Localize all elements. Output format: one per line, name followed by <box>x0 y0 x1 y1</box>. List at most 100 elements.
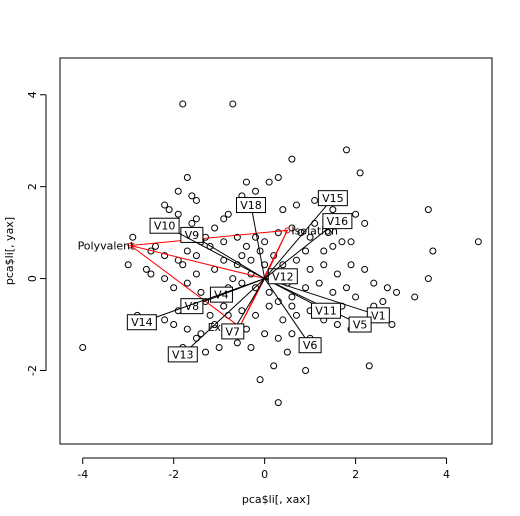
loading-label: V18 <box>240 199 262 212</box>
y-axis-label: pca$li[, yax] <box>3 217 16 285</box>
loading-label-box <box>366 307 390 324</box>
data-point <box>170 321 178 329</box>
data-point <box>329 242 337 250</box>
data-point <box>474 238 482 246</box>
data-point <box>220 238 228 246</box>
loading-arrow <box>264 220 338 279</box>
x-axis-label: pca$li[, xax] <box>242 493 310 506</box>
data-point <box>324 229 332 237</box>
loading-label-box <box>298 337 322 354</box>
loading-label: V13 <box>172 348 194 361</box>
data-point <box>188 219 196 227</box>
data-point <box>342 146 350 154</box>
data-point <box>183 247 191 255</box>
loading-label-box <box>149 217 180 234</box>
data-point <box>192 215 200 223</box>
data-point <box>161 275 169 283</box>
data-point <box>161 316 169 324</box>
data-point <box>320 247 328 255</box>
data-point <box>124 261 132 269</box>
data-point <box>315 279 323 287</box>
loading-label: V16 <box>327 215 349 228</box>
data-point <box>206 311 214 319</box>
data-point <box>283 348 291 356</box>
data-point <box>179 100 187 108</box>
data-point <box>170 284 178 292</box>
group-label: Polyvalent <box>78 239 136 252</box>
data-point <box>174 187 182 195</box>
data-point <box>292 311 300 319</box>
loading-arrow <box>264 278 361 325</box>
scatter-points <box>79 100 482 407</box>
y-tick-label: -2 <box>26 365 39 376</box>
group-point <box>127 242 134 249</box>
data-point <box>383 284 391 292</box>
data-point <box>279 316 287 324</box>
data-point <box>352 293 360 301</box>
data-point <box>393 288 401 296</box>
loading-label: V10 <box>154 220 176 233</box>
data-point <box>161 252 169 260</box>
data-point <box>174 210 182 218</box>
data-point <box>379 298 387 306</box>
data-point <box>242 325 250 333</box>
data-point <box>197 330 205 338</box>
axes: -4 -2 0 2 4 -2 0 2 4 <box>26 91 450 481</box>
data-point <box>411 293 419 301</box>
data-point <box>247 256 255 264</box>
data-point <box>224 311 232 319</box>
data-point <box>306 233 314 241</box>
data-point <box>129 233 137 241</box>
data-point <box>352 210 360 218</box>
data-point <box>329 288 337 296</box>
x-tick-label: -2 <box>168 468 179 481</box>
data-point <box>292 256 300 264</box>
data-point <box>320 261 328 269</box>
x-tick-label: -4 <box>77 468 88 481</box>
data-point <box>274 173 282 181</box>
loading-label-box <box>221 323 245 340</box>
loading-arrow <box>232 278 266 332</box>
data-point <box>256 376 264 384</box>
loading-label: V11 <box>315 305 337 318</box>
data-point <box>79 344 87 351</box>
data-point <box>274 229 282 237</box>
data-point <box>361 265 369 273</box>
data-point <box>365 362 373 370</box>
data-point <box>192 252 200 260</box>
data-point <box>347 238 355 246</box>
group-point <box>284 227 291 234</box>
data-point <box>329 206 337 214</box>
data-point <box>161 201 169 209</box>
data-point <box>274 399 282 407</box>
data-point <box>306 265 314 273</box>
x-tick-label: 2 <box>352 468 359 481</box>
loading-arrow <box>141 278 265 323</box>
data-point <box>338 238 346 246</box>
data-point <box>179 261 187 269</box>
data-point <box>252 187 260 195</box>
group-ray <box>130 245 265 280</box>
data-point <box>211 265 219 273</box>
data-point <box>274 334 282 342</box>
data-point <box>147 270 155 278</box>
data-point <box>247 344 255 351</box>
loading-label: V15 <box>322 192 344 205</box>
data-point <box>270 362 278 370</box>
data-point <box>238 279 246 287</box>
data-point <box>342 284 350 292</box>
data-point <box>288 155 296 163</box>
loading-label-box <box>235 197 266 214</box>
loading-label-box <box>348 316 372 333</box>
data-point <box>188 192 196 200</box>
loading-label-box <box>167 346 198 363</box>
x-tick-label: 4 <box>443 468 450 481</box>
data-point <box>252 311 260 319</box>
data-point <box>142 265 150 273</box>
data-point <box>302 366 310 374</box>
loading-arrow <box>264 197 334 279</box>
data-point <box>211 321 219 329</box>
loading-label: V7 <box>226 325 241 338</box>
data-point <box>215 344 223 351</box>
